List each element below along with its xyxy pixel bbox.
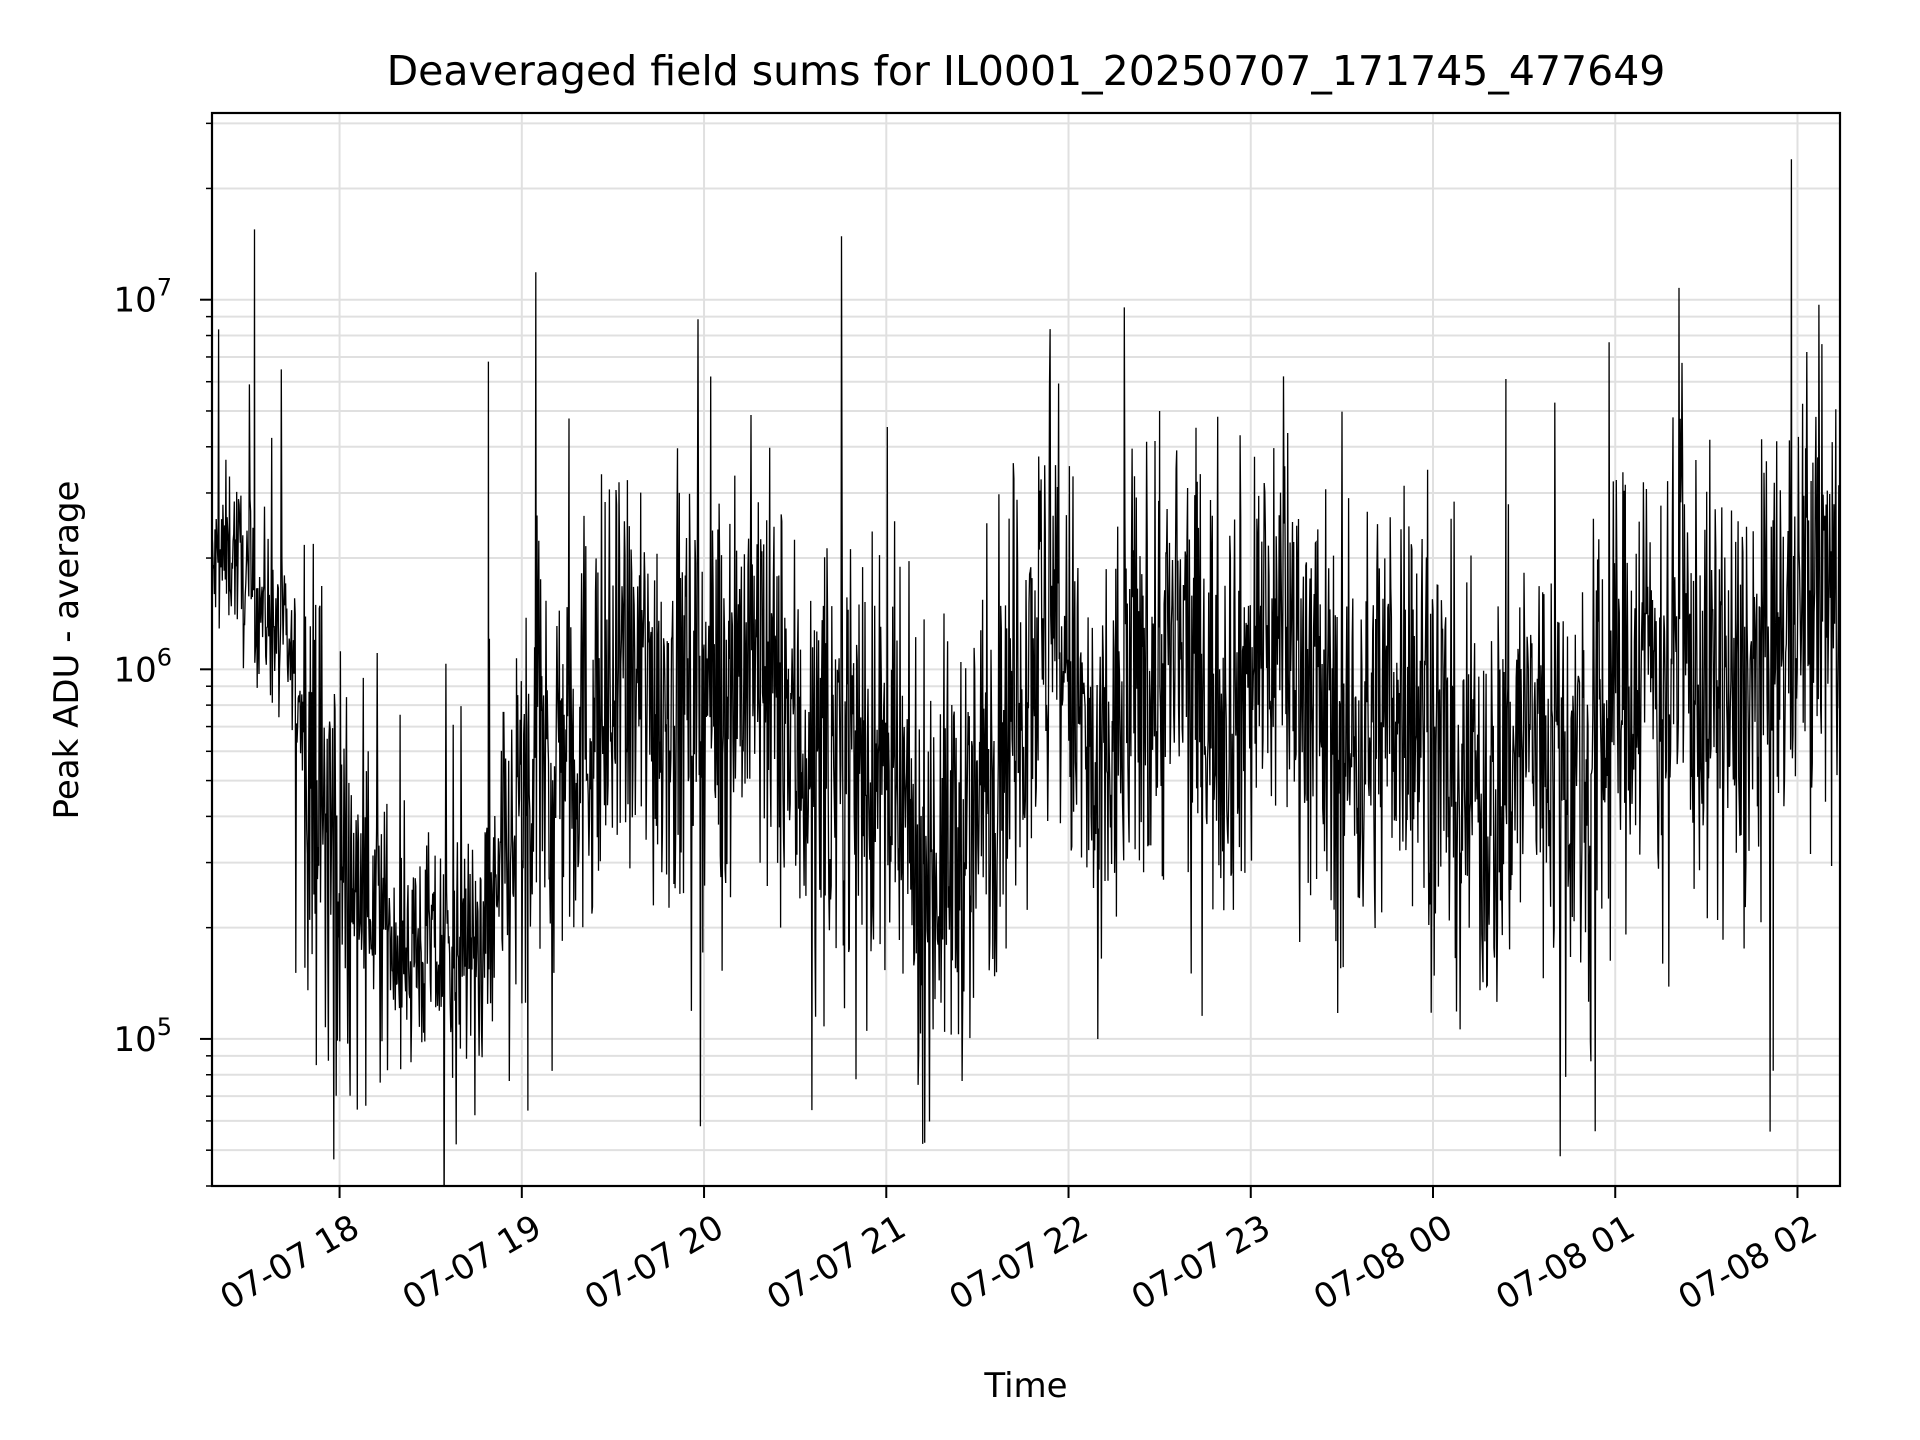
y-axis-label: Peak ADU - average	[47, 481, 87, 820]
y-axis-ticks: 105 106 107	[113, 122, 212, 1187]
y-tick-label: 107	[113, 274, 172, 321]
plot-area	[212, 159, 1840, 1186]
y-tick-label: 106	[113, 643, 172, 690]
series-line	[212, 159, 1840, 1186]
chart-title: Deaveraged field sums for IL0001_2025070…	[387, 47, 1666, 95]
axes-frame	[210, 111, 1842, 1188]
y-tick-label: 105	[113, 1013, 172, 1060]
x-axis-label: Time	[983, 1366, 1067, 1406]
